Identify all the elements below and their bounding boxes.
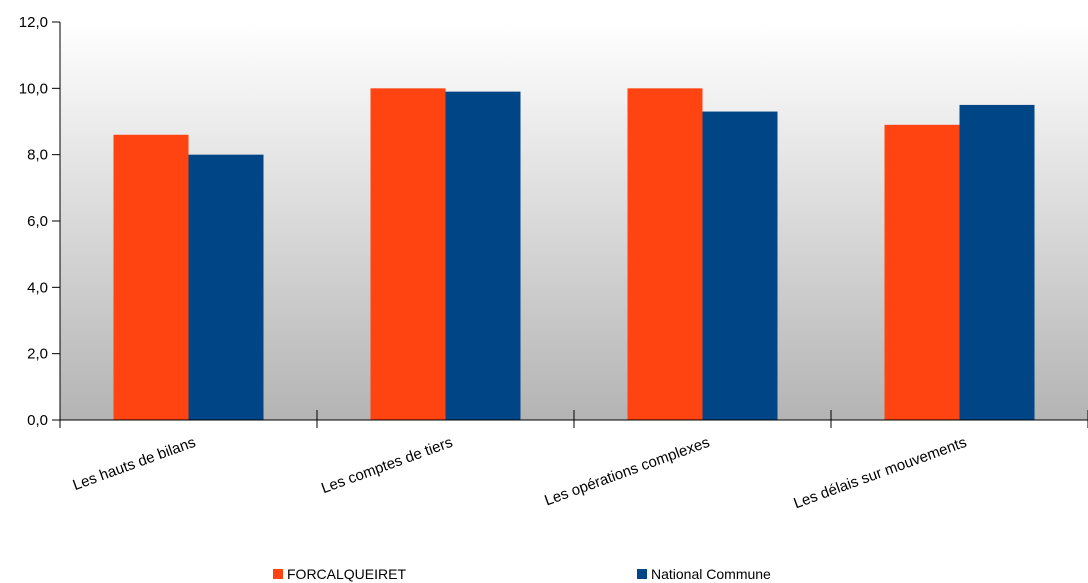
bar-national-commune xyxy=(188,154,264,420)
y-tick-label: 10,0 xyxy=(19,80,48,97)
legend-swatch-forcalqueiret xyxy=(273,569,283,579)
bar-national-commune xyxy=(702,111,778,421)
y-tick-label: 12,0 xyxy=(19,14,48,31)
bar-forcalqueiret xyxy=(113,134,189,420)
x-category-label: Les comptes de tiers xyxy=(319,434,455,497)
y-tick-label: 8,0 xyxy=(27,147,48,164)
bar-national-commune xyxy=(959,104,1035,421)
legend-swatch-national-commune xyxy=(637,569,647,579)
bar-forcalqueiret xyxy=(884,124,960,421)
legend-item-national-commune: National Commune xyxy=(637,566,771,582)
x-category-label: Les opérations complexes xyxy=(542,434,712,510)
y-tick-label: 0,0 xyxy=(27,412,48,429)
x-category-label: Les délais sur mouvements xyxy=(791,434,968,512)
bar-forcalqueiret xyxy=(627,88,703,420)
y-tick-label: 4,0 xyxy=(27,279,48,296)
legend-label-forcalqueiret: FORCALQUEIRET xyxy=(287,566,407,582)
bar-national-commune xyxy=(445,91,521,421)
x-category-label: Les hauts de bilans xyxy=(71,434,198,494)
y-tick-label: 2,0 xyxy=(27,346,48,363)
y-tick-label: 6,0 xyxy=(27,213,48,230)
legend-label-national-commune: National Commune xyxy=(651,566,771,582)
bar-forcalqueiret xyxy=(370,88,446,420)
legend-item-forcalqueiret: FORCALQUEIRET xyxy=(273,566,406,582)
